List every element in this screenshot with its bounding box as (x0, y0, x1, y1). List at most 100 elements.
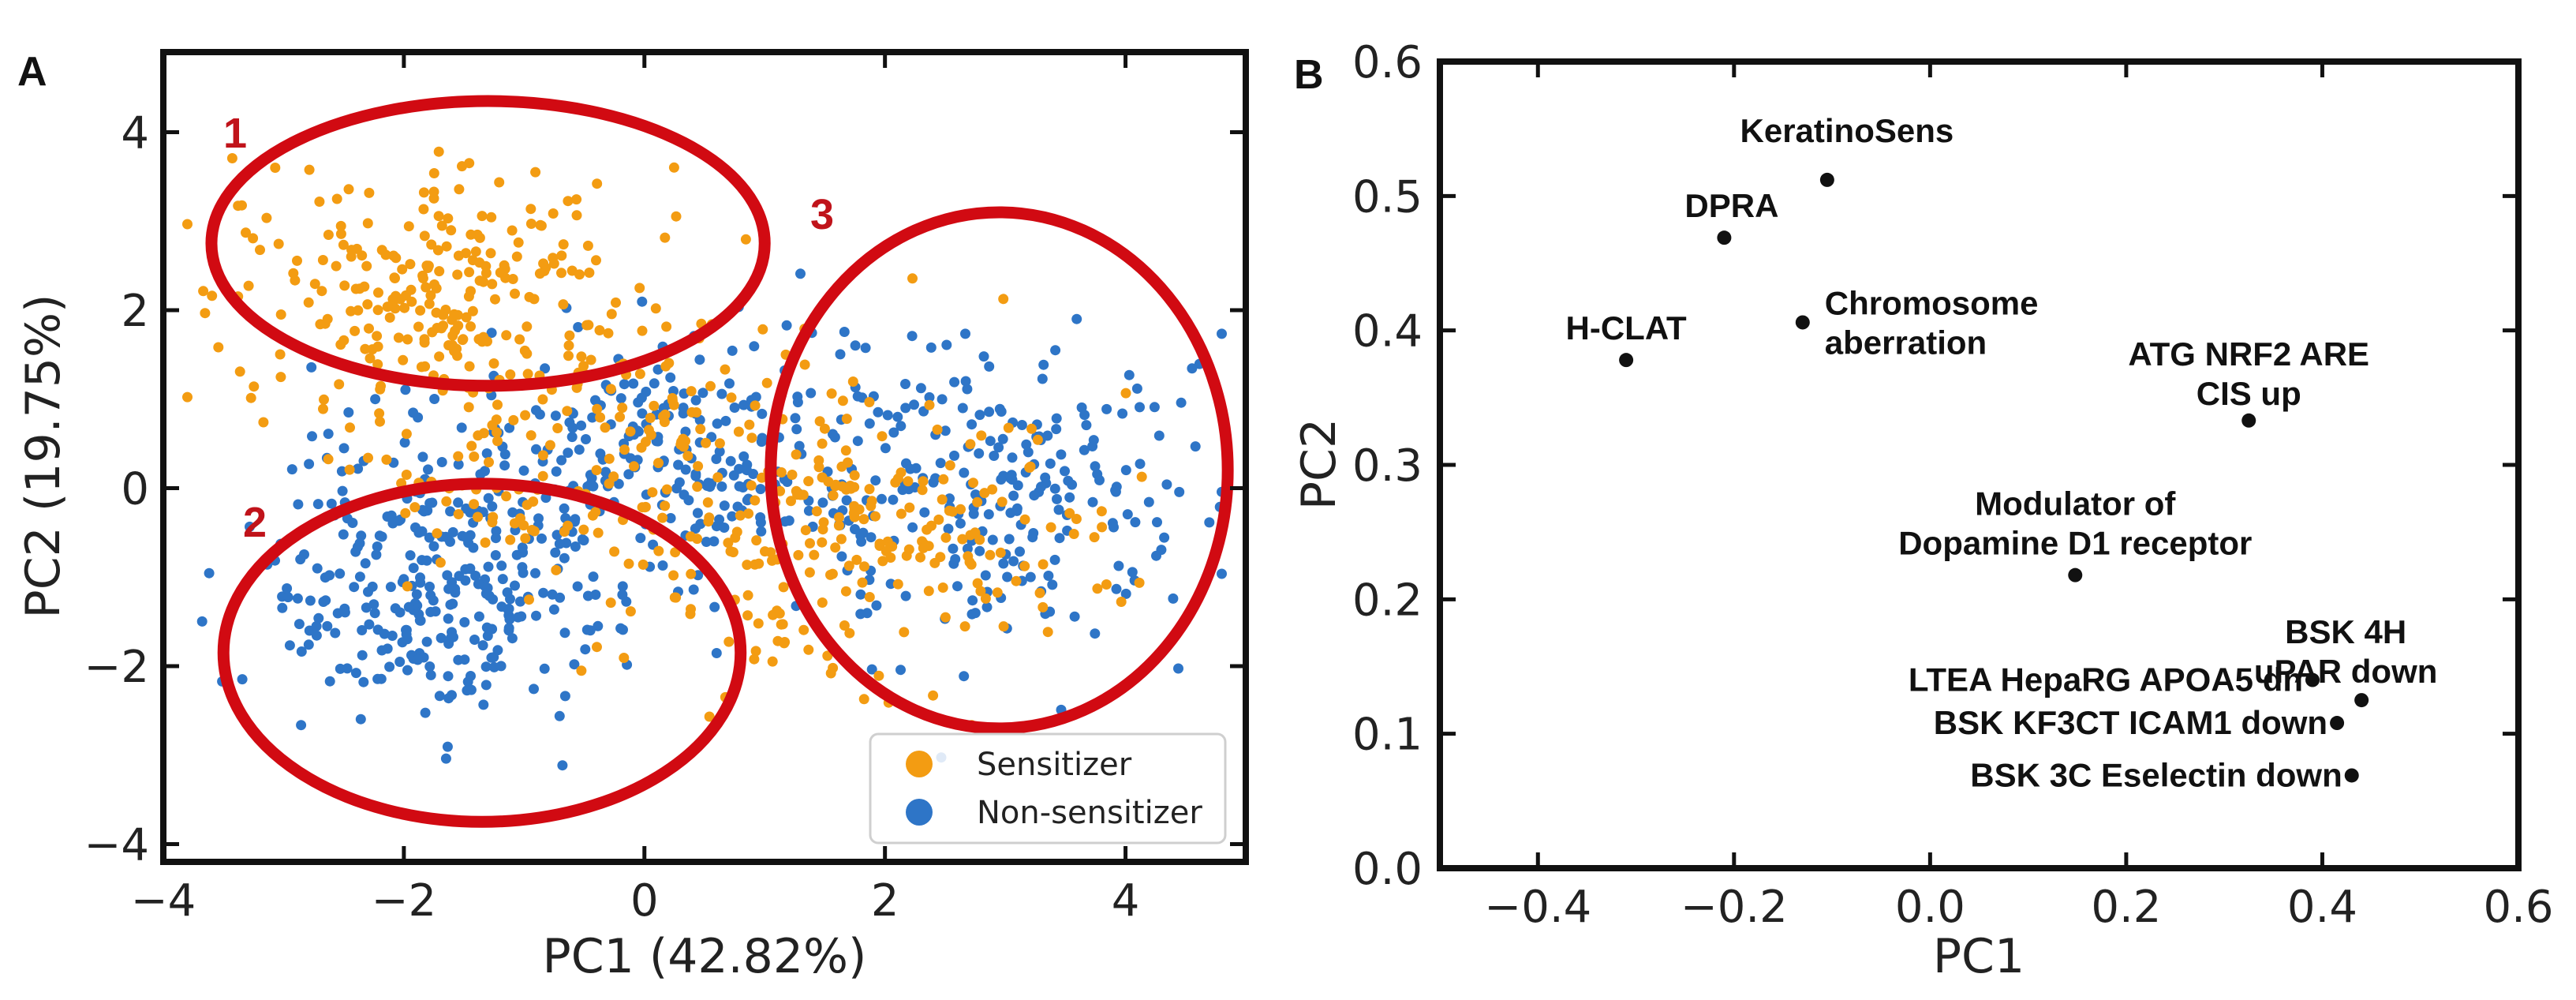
scatter-point-non-sensitizer (551, 466, 562, 477)
scatter-point-sensitizer (686, 386, 697, 397)
scatter-point-non-sensitizer (756, 526, 767, 537)
scatter-point-non-sensitizer (318, 597, 329, 607)
scatter-point-sensitizer (581, 320, 593, 331)
scatter-point-non-sensitizer (499, 449, 510, 460)
scatter-point-sensitizer (650, 303, 661, 314)
scatter-point-sensitizer (464, 267, 475, 278)
scatter-point-non-sensitizer (336, 466, 347, 477)
scatter-point-non-sensitizer (615, 393, 626, 404)
scatter-point-non-sensitizer (574, 444, 585, 455)
scatter-point-sensitizer (400, 507, 411, 519)
scatter-point-non-sensitizer (724, 378, 735, 389)
scatter-point-sensitizer (605, 384, 616, 395)
scatter-point-non-sensitizer (354, 571, 365, 582)
scatter-point-non-sensitizer (1005, 470, 1016, 481)
scatter-point-sensitizer (604, 453, 615, 464)
scatter-point-sensitizer (712, 472, 723, 483)
scatter-point-sensitizer (582, 240, 593, 251)
scatter-point-sensitizer (870, 511, 880, 522)
assay-label: BSK 3C Eselectin down (1970, 756, 2342, 793)
scatter-point-non-sensitizer (465, 684, 477, 695)
scatter-point-sensitizer (508, 414, 519, 425)
scatter-point-non-sensitizer (490, 550, 501, 560)
scatter-point-sensitizer (998, 621, 1009, 632)
x-tick-label: 0.4 (2287, 882, 2357, 933)
scatter-point-sensitizer (474, 275, 485, 287)
scatter-point-sensitizer (625, 426, 636, 437)
scatter-point-sensitizer (318, 403, 328, 414)
scatter-point-sensitizer (538, 258, 549, 269)
scatter-point-sensitizer (1011, 575, 1022, 586)
scatter-point-non-sensitizer (312, 563, 323, 574)
scatter-point-sensitizer (625, 606, 636, 617)
scatter-point-sensitizer (525, 219, 537, 229)
scatter-point-non-sensitizer (504, 422, 515, 433)
scatter-point-sensitizer (494, 177, 505, 188)
scatter-point-non-sensitizer (1130, 517, 1141, 528)
scatter-point-sensitizer (660, 500, 671, 511)
scatter-point-sensitizer (472, 229, 483, 240)
scatter-point-sensitizer (537, 470, 548, 481)
assay-point (2354, 693, 2369, 708)
scatter-point-sensitizer (441, 241, 452, 252)
scatter-point-sensitizer (637, 325, 648, 336)
panel-a-points (182, 146, 1227, 771)
scatter-point-sensitizer (830, 542, 841, 553)
scatter-point-sensitizer (660, 232, 671, 243)
scatter-point-non-sensitizer (428, 595, 439, 606)
scatter-point-sensitizer (901, 550, 912, 561)
scatter-point-non-sensitizer (719, 522, 730, 533)
scatter-point-sensitizer (401, 470, 412, 480)
scatter-point-sensitizer (350, 325, 361, 336)
scatter-point-sensitizer (275, 349, 286, 360)
y-tick-label: 0.5 (1352, 171, 1423, 223)
scatter-point-sensitizer (334, 379, 345, 390)
scatter-point-sensitizer (241, 227, 251, 238)
scatter-point-non-sensitizer (871, 600, 882, 611)
scatter-point-non-sensitizer (790, 413, 801, 424)
scatter-point-sensitizer (376, 245, 387, 256)
scatter-point-sensitizer (760, 546, 770, 557)
scatter-point-non-sensitizer (1149, 402, 1160, 413)
scatter-point-sensitizer (372, 305, 383, 316)
scatter-point-non-sensitizer (959, 467, 970, 478)
scatter-point-non-sensitizer (497, 574, 508, 585)
scatter-point-non-sensitizer (1094, 474, 1105, 485)
scatter-point-sensitizer (428, 186, 439, 197)
scatter-point-sensitizer (818, 517, 829, 528)
scatter-point-sensitizer (592, 403, 603, 414)
assay-label-line: uPAR down (2254, 653, 2438, 690)
scatter-point-sensitizer (653, 545, 664, 556)
scatter-point-sensitizer (840, 586, 851, 597)
scatter-point-sensitizer (671, 592, 682, 603)
assay-label: DPRA (1684, 187, 1778, 224)
scatter-point-sensitizer (452, 269, 463, 280)
scatter-point-non-sensitizer (284, 640, 295, 651)
x-tick-label: 4 (1112, 875, 1140, 927)
scatter-point-sensitizer (182, 219, 193, 230)
scatter-point-sensitizer (248, 233, 259, 244)
scatter-point-non-sensitizer (1187, 363, 1198, 374)
scatter-point-non-sensitizer (987, 534, 998, 545)
scatter-point-non-sensitizer (794, 440, 805, 451)
scatter-point-non-sensitizer (563, 448, 574, 459)
x-tick-label: 0.6 (2483, 882, 2553, 933)
assay-label-line: CIS up (2197, 375, 2301, 412)
scatter-point-sensitizer (660, 409, 671, 420)
scatter-point-sensitizer (1071, 514, 1082, 524)
scatter-point-sensitizer (434, 266, 445, 277)
scatter-point-sensitizer (390, 292, 401, 303)
scatter-point-sensitizer (534, 268, 545, 279)
scatter-point-sensitizer (418, 204, 429, 215)
scatter-point-sensitizer (830, 481, 841, 492)
scatter-point-sensitizer (457, 161, 467, 172)
scatter-point-non-sensitizer (465, 563, 476, 574)
scatter-point-sensitizer (798, 489, 809, 500)
scatter-point-non-sensitizer (989, 451, 1000, 461)
scatter-point-sensitizer (859, 561, 869, 572)
scatter-point-non-sensitizer (445, 506, 456, 517)
scatter-point-non-sensitizer (367, 581, 378, 592)
scatter-point-sensitizer (968, 478, 978, 489)
scatter-point-non-sensitizer (1040, 472, 1051, 483)
scatter-point-non-sensitizer (1117, 408, 1128, 419)
